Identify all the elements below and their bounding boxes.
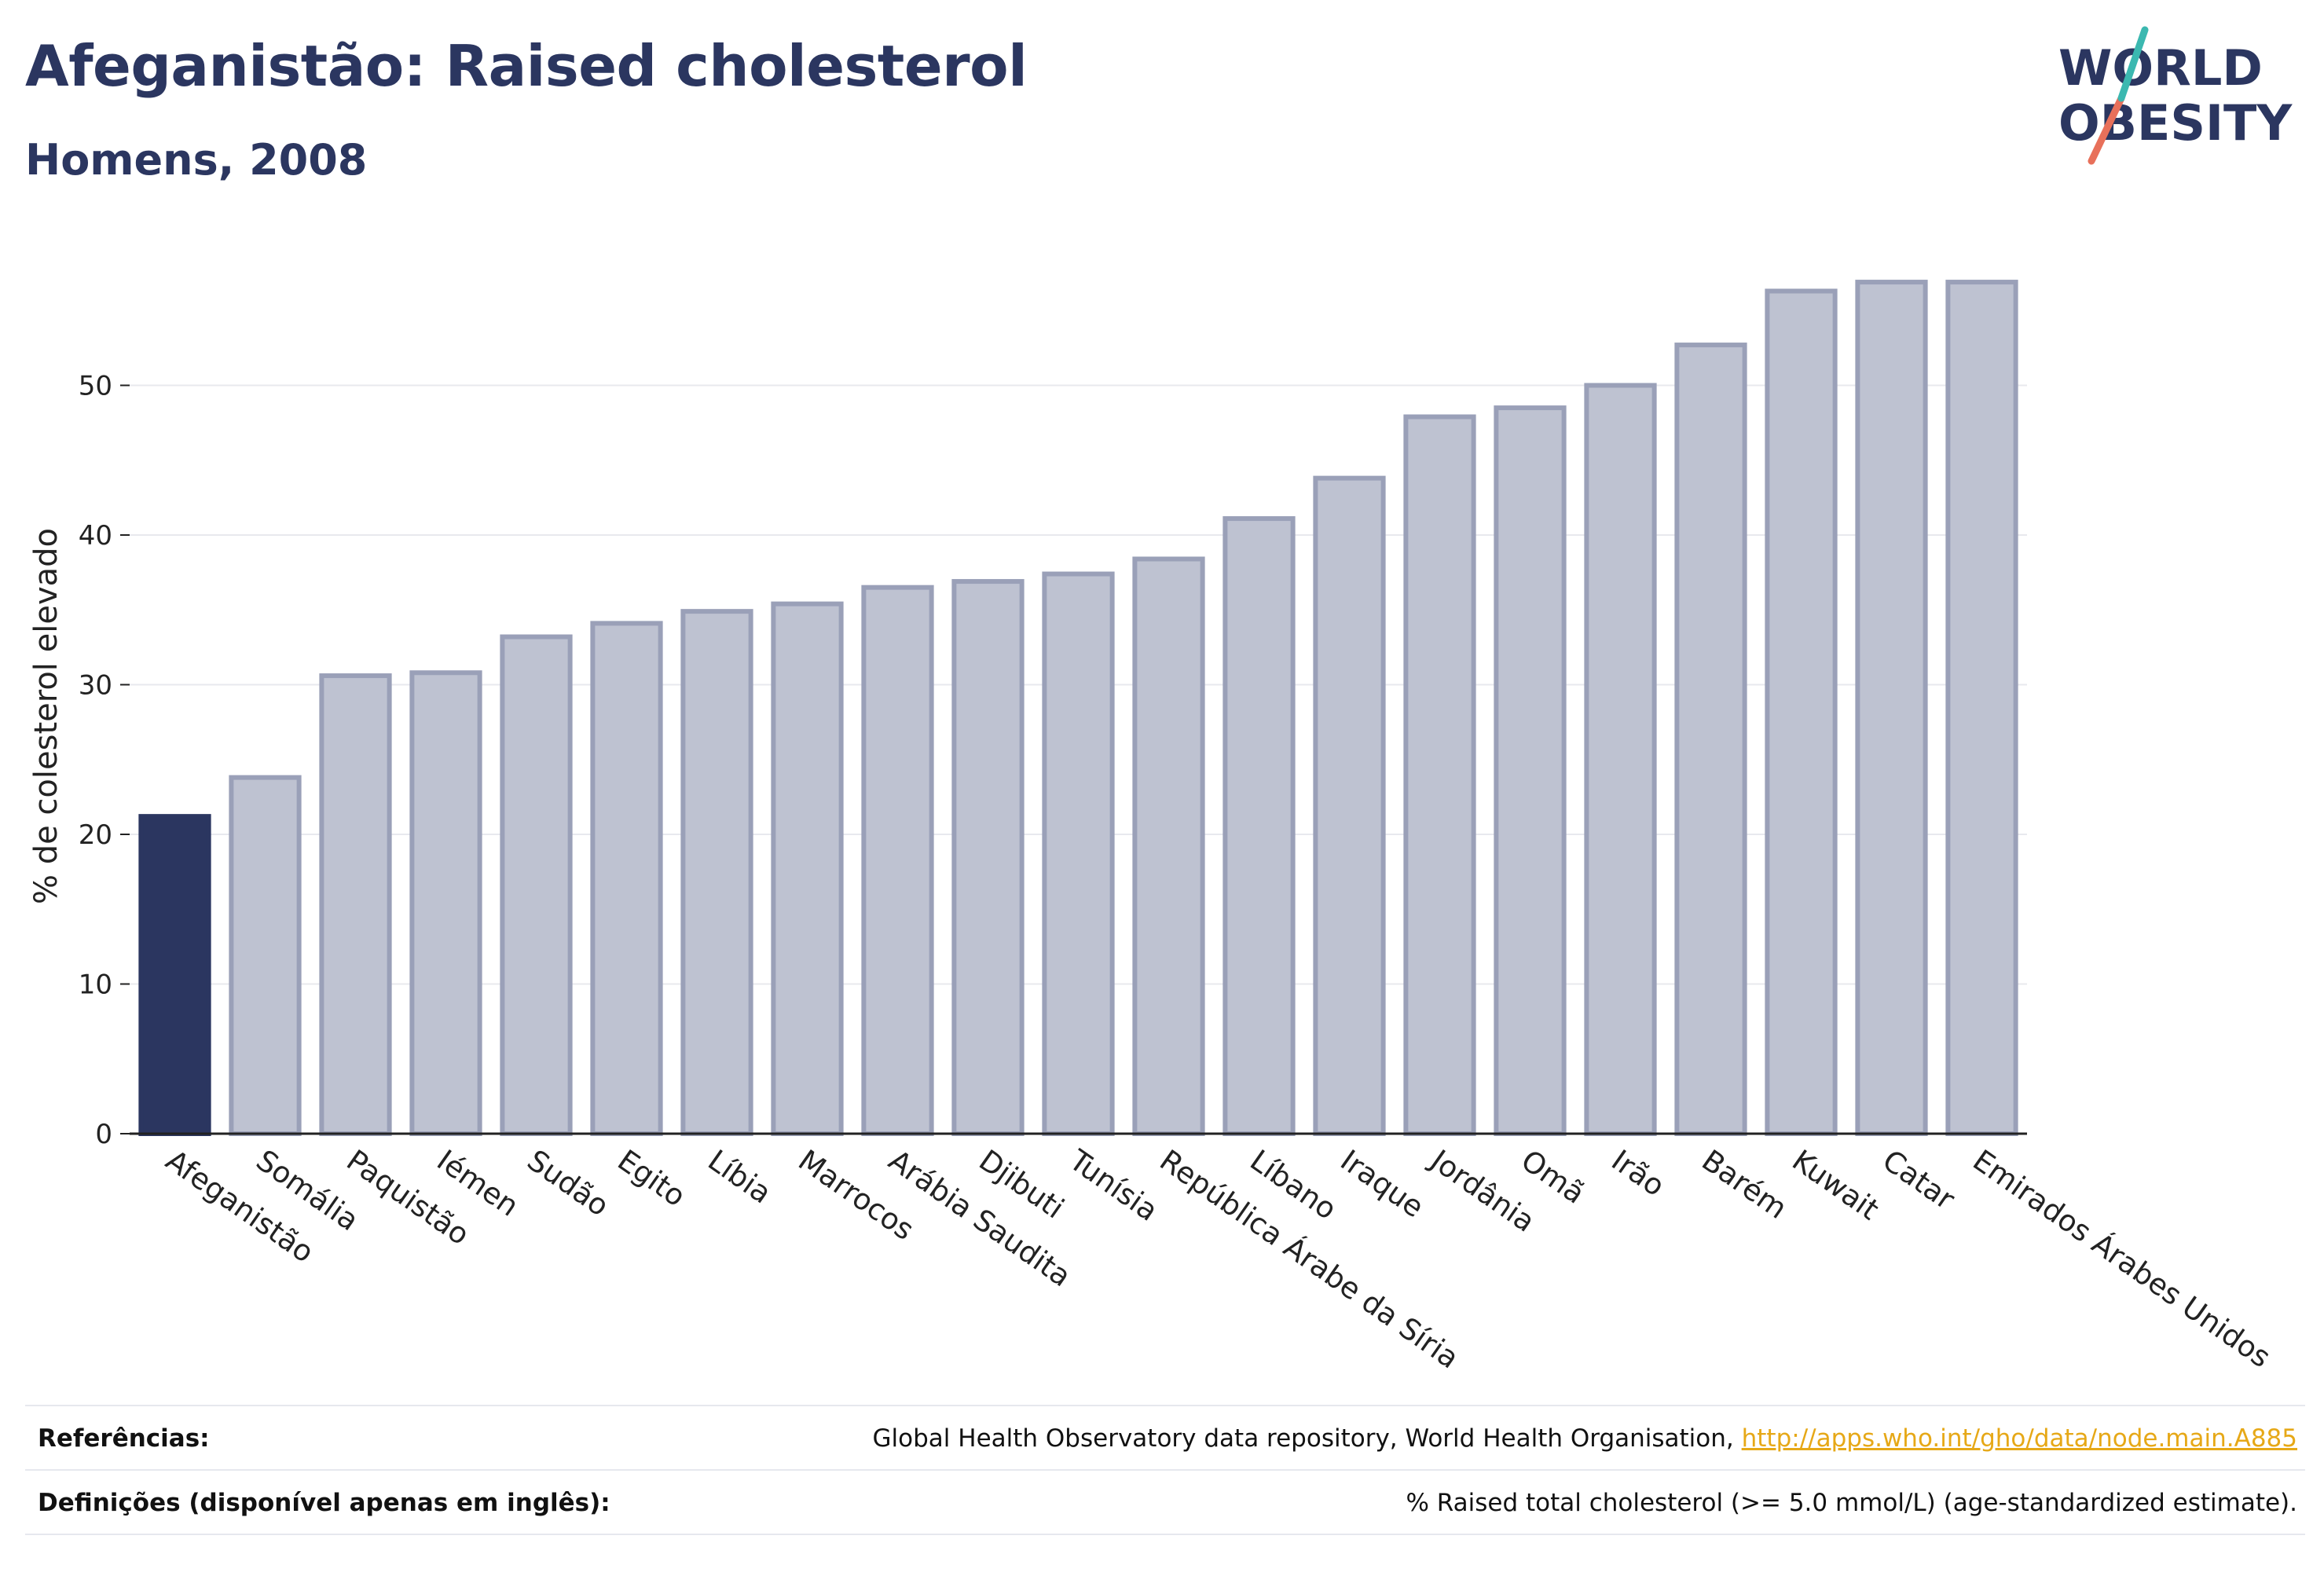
definitions-label: Definições (disponível apenas em inglês)…: [38, 1489, 610, 1517]
bars: [138, 280, 2018, 1136]
bar-16: [1584, 383, 1657, 1136]
bar-8: [861, 585, 934, 1136]
y-tick-label: 40: [79, 520, 112, 552]
y-tick-label: 10: [79, 969, 112, 1001]
definitions-row: Definições (disponível apenas em inglês)…: [25, 1469, 2305, 1535]
x-tick-label: Kuwait: [1786, 1143, 1885, 1226]
bar-15: [1494, 405, 1567, 1136]
x-tick-label: Tunísia: [1063, 1143, 1164, 1228]
bar-17: [1674, 343, 1747, 1136]
bar-4: [500, 634, 573, 1136]
bar-7: [771, 601, 844, 1136]
world-obesity-logo: WORLD OBESITY: [2043, 24, 2310, 165]
bar-11: [1132, 556, 1205, 1136]
x-tick-label: Iraque: [1334, 1143, 1430, 1224]
references-text: Global Health Observatory data repositor…: [872, 1424, 1742, 1453]
bar-6: [680, 609, 753, 1136]
bar-19: [1855, 280, 1928, 1136]
x-tick-label: Egito: [611, 1143, 691, 1213]
bar-1: [229, 775, 302, 1136]
x-tick-label: Catar: [1876, 1143, 1961, 1217]
y-tick-label: 50: [79, 371, 112, 402]
x-tick-label: Irão: [1605, 1143, 1670, 1203]
bar-14: [1403, 414, 1476, 1136]
references-value: Global Health Observatory data repositor…: [873, 1424, 2305, 1453]
chart-title: Afeganistão: Raised cholesterol: [25, 33, 1028, 99]
bar-13: [1313, 475, 1386, 1136]
x-tick-label: Jordânia: [1424, 1142, 1541, 1239]
bar-18: [1765, 288, 1838, 1136]
x-tick-label: Líbia: [702, 1143, 777, 1210]
bar-12: [1222, 516, 1296, 1136]
y-tick-label: 0: [95, 1119, 112, 1150]
references-row: Referências: Global Health Observatory d…: [25, 1405, 2305, 1471]
x-tick-label: Barém: [1695, 1143, 1793, 1226]
y-tick-label: 20: [79, 819, 112, 851]
bar-5: [590, 621, 663, 1136]
chart-subtitle: Homens, 2008: [25, 135, 368, 185]
bar-10: [1042, 571, 1115, 1136]
bar-0: [138, 814, 211, 1136]
svg-text:WORLD: WORLD: [2058, 39, 2263, 97]
references-link[interactable]: http://apps.who.int/gho/data/node.main.A…: [1741, 1424, 2297, 1453]
bar-9: [951, 579, 1025, 1136]
bar-3: [409, 670, 482, 1136]
footer-divider: [25, 1534, 2305, 1535]
y-tick-label: 30: [79, 670, 112, 702]
x-tick-label: Emirados Árabes Unidos: [1967, 1142, 2277, 1374]
bar-2: [319, 673, 392, 1136]
bar-20: [1945, 280, 2018, 1136]
x-tick-label: Sudão: [521, 1143, 614, 1223]
definitions-value: % Raised total cholesterol (>= 5.0 mmol/…: [1406, 1489, 2297, 1517]
references-label: Referências:: [38, 1424, 210, 1453]
bar-chart: 01020304050AfeganistãoSomáliaPaquistãoIé…: [28, 280, 2277, 1376]
y-axis-label: % de colesterol elevado: [28, 528, 64, 904]
